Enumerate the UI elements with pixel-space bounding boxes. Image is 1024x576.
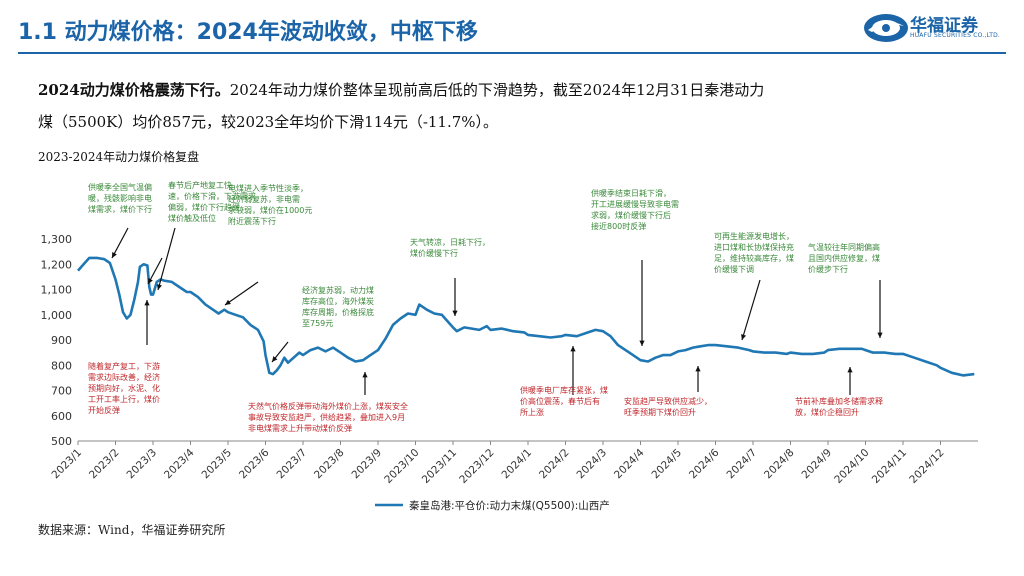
y-tick-label: 1,200 (41, 258, 73, 271)
x-tick-label: 2023/5 (200, 447, 235, 482)
x-tick-label: 2024/11 (870, 447, 909, 486)
annotation-arrow (224, 281, 259, 306)
x-tick-label: 2023/11 (420, 447, 459, 486)
x-tick-label: 2024/5 (650, 447, 685, 482)
x-tick-label: 2023/9 (350, 447, 385, 482)
x-tick-label: 2024/3 (575, 447, 610, 482)
x-tick-label: 2023/6 (237, 446, 272, 481)
x-tick-label: 2024/7 (725, 447, 760, 482)
annotation-arrow (741, 279, 761, 341)
annotation-r4: 安监趋严导致供应减少，旺季预期下煤价回升 (624, 396, 712, 417)
annotation-a7: 可再生能源发电增长，进口煤和长协煤保持充足，维持较高库存，煤价缓慢下调 (714, 231, 794, 274)
logo-subtext: HUAFU SECURITIES CO.,LTD. (910, 32, 1001, 39)
x-tick-label: 2023/10 (382, 447, 421, 486)
annotation-arrow (111, 227, 129, 259)
annotation-r2: 天然气价格反弹带动海外煤价上涨，煤炭安全事故导致安监趋严，供给趋紧，叠加进入9月… (248, 401, 408, 433)
annotation-r5: 节前补库叠加冬储需求释放，煤价企稳回升 (795, 396, 883, 417)
x-tick-label: 2024/4 (612, 446, 647, 481)
annotation-a5: 天气转凉，日耗下行，煤价缓慢下行 (410, 237, 490, 258)
y-tick-label: 1,300 (41, 233, 73, 246)
arrowhead-icon (362, 372, 368, 378)
title-divider (18, 52, 1006, 54)
arrowhead-icon (877, 332, 883, 338)
arrowhead-icon (144, 300, 150, 306)
arrowhead-icon (570, 346, 576, 352)
y-tick-label: 600 (51, 410, 72, 423)
series-line-qinhuangdao (77, 256, 975, 377)
annotation-a6: 供暖季结束日耗下滑，开工进展缓慢导致非电需求弱，煤价缓慢下行后接近800时反弹 (591, 188, 679, 231)
x-tick-label: 2023/2 (87, 447, 122, 482)
annotation-a1: 供暖季全国气温偏暖，残骸影响非电煤需求，煤价下行 (88, 182, 152, 214)
x-tick-label: 2023/8 (312, 447, 347, 482)
chart-subtitle: 2023-2024年动力煤价格复盘 (38, 150, 200, 164)
arrowhead-icon (156, 284, 162, 290)
y-tick-label: 800 (51, 359, 72, 372)
y-tick-label: 1,100 (41, 284, 73, 297)
annotation-r1: 随着复产复工，下游需求边际改善，经济预期向好，水泥、化工开工率上行，煤价开始反弹 (88, 361, 160, 415)
arrowhead-icon (148, 278, 153, 284)
y-tick-label: 700 (51, 385, 72, 398)
annotation-a8: 气温较往年同期偏高且国内供应修复，煤价缓步下行 (808, 242, 880, 274)
intro-bold: 2024动力煤价格震荡下行。 (38, 81, 230, 99)
x-tick-label: 2023/1 (50, 447, 85, 482)
arrowhead-icon (452, 310, 458, 316)
annotation-a3: 电煤进入季节性淡季，经济弱复苏，非电需求较弱，煤价在1000元附近震荡下行 (228, 183, 312, 226)
x-tick-label: 2024/1 (500, 447, 535, 482)
company-logo-icon (864, 14, 908, 42)
x-tick-label: 2024/2 (537, 447, 572, 482)
annotation-arrow (157, 227, 176, 291)
x-tick-label: 2023/3 (125, 447, 160, 482)
y-tick-label: 900 (51, 334, 72, 347)
annotation-a4: 经济复苏弱，动力煤库存高位，海外煤炭库存周期，价格探底至759元 (302, 285, 374, 328)
legend-label: 秦皇岛港:平仓价:动力末煤(Q5500):山西产 (409, 499, 610, 512)
data-source: 数据来源：Wind，华福证券研究所 (38, 523, 226, 537)
y-tick-label: 1,000 (41, 309, 73, 322)
y-tick-label: 500 (51, 435, 72, 448)
logo-text: 华福证券 (910, 16, 978, 36)
annotation-r3: 供暖季电厂库存紧张，煤价高位震荡，春节后有所上涨 (520, 385, 608, 417)
x-tick-label: 2023/4 (162, 446, 197, 481)
x-tick-label: 2024/8 (762, 447, 797, 482)
intro-line2: 煤（5500K）均价857元，较2023全年均价下滑114元（-11.7%）。 (38, 113, 499, 131)
arrowhead-icon (639, 340, 645, 346)
arrowhead-icon (112, 252, 117, 258)
annotation-a2: 春节后产地复工快速，价格下滑，下游需求偏弱，煤价下行趋缓，煤价触及低位 (168, 180, 256, 223)
x-tick-label: 2023/7 (275, 447, 310, 482)
x-tick-label: 2024/12 (907, 447, 946, 486)
arrowhead-icon (272, 356, 278, 362)
arrowhead-icon (741, 334, 747, 340)
arrowhead-icon (695, 366, 701, 372)
x-tick-label: 2024/9 (800, 447, 835, 482)
intro-line1: 2024年动力煤价整体呈现前高后低的下滑趋势，截至2024年12月31日秦港动力 (229, 81, 765, 99)
arrowhead-icon (225, 299, 231, 305)
intro-paragraph: 2024动力煤价格震荡下行。2024年动力煤价整体呈现前高后低的下滑趋势，截至2… (38, 74, 988, 138)
x-tick-label: 2023/12 (457, 447, 496, 486)
arrowhead-icon (847, 367, 853, 373)
x-tick-label: 2024/6 (687, 446, 722, 481)
x-tick-label: 2024/10 (832, 447, 871, 486)
page-title: 1.1 动力煤价格：2024年波动收敛，中枢下移 (18, 20, 478, 45)
